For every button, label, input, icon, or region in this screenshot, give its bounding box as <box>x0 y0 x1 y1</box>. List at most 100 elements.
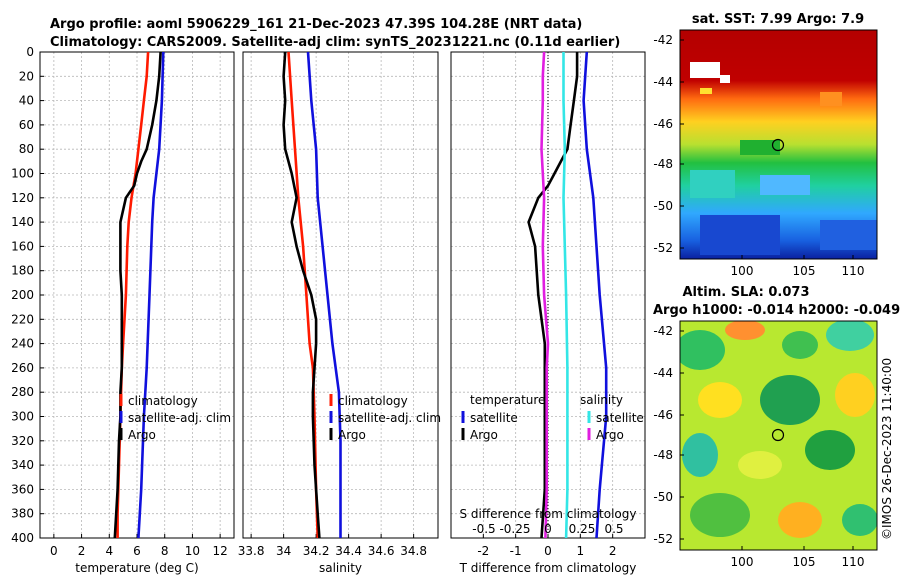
x-tick-label: 34 <box>276 544 291 558</box>
series-line-argo <box>282 51 321 539</box>
x-tick-label: -2 <box>477 544 489 558</box>
x-tick-label: 33.8 <box>238 544 265 558</box>
x-tick-label: 0 <box>544 544 552 558</box>
map-y-tick-label: -42 <box>653 324 673 338</box>
map-y-tick-label: -44 <box>653 75 673 89</box>
series-line-climatology <box>287 51 319 539</box>
x-tick-label: 8 <box>161 544 169 558</box>
y-tick-label: 120 <box>11 191 34 205</box>
series-line-t-argo <box>527 52 579 539</box>
sla-map-title-line1: Altim. SLA: 0.073 <box>683 285 810 300</box>
series-line-t-satellite <box>582 51 608 539</box>
y-tick-label: 240 <box>11 337 34 351</box>
x-tick-label: 34.2 <box>303 544 330 558</box>
map-y-tick-label: -44 <box>653 366 673 380</box>
x-axis-label: T difference from climatology <box>459 561 637 575</box>
legend-temperature-title: temperature <box>470 393 545 407</box>
map-x-tick-label: 105 <box>793 555 816 569</box>
x-tick-label: 2 <box>609 544 617 558</box>
map-y-tick-label: -50 <box>653 490 673 504</box>
map-x-tick-label: 110 <box>842 264 865 278</box>
y-tick-label: 160 <box>11 239 34 253</box>
sla-argo-marker <box>771 428 785 442</box>
map-y-tick-label: -48 <box>653 157 673 171</box>
series-line-argo <box>113 51 162 539</box>
x-tick-label: 0 <box>50 544 58 558</box>
map-x-tick-label: 105 <box>793 264 816 278</box>
sla-map-frame <box>679 320 878 551</box>
sla-map-panel: Altim. SLA: 0.073 Argo h1000: -0.014 h20… <box>653 285 900 569</box>
map-x-tick-label: 110 <box>842 555 865 569</box>
sst-map-panel: sat. SST: 7.99 Argo: 7.9 -42 -44 -46 -48 -50… <box>653 12 878 278</box>
difference-panel: -2 -1 0 1 2 T difference from climatology temp… <box>450 51 646 575</box>
x-tick-label: 34.6 <box>368 544 395 558</box>
s-tick-label: -0.5 <box>472 522 495 536</box>
map-y-tick-label: -46 <box>653 117 673 131</box>
y-tick-label: 380 <box>11 507 34 521</box>
y-tick-label: 40 <box>19 94 34 108</box>
x-tick-label: 34.4 <box>335 544 362 558</box>
series-line-s-argo <box>540 51 550 539</box>
legend-label: Argo <box>338 428 366 442</box>
y-tick-label: 200 <box>11 288 34 302</box>
y-tick-label: 220 <box>11 312 34 326</box>
x-tick-label: 1 <box>577 544 585 558</box>
legend-label: Argo <box>470 428 498 442</box>
y-tick-label: 100 <box>11 167 34 181</box>
legend-label: climatology <box>128 394 198 408</box>
x-axis-label: salinity <box>319 561 362 575</box>
s-tick-label: 0 <box>544 522 552 536</box>
y-tick-label: 260 <box>11 361 34 375</box>
y-tick-label: 20 <box>19 69 34 83</box>
sla-map-axes: -42 -44 -46 -48 -50 -52 100 105 110 <box>653 324 864 569</box>
figure-title-line2: Climatology: CARS2009. Satellite-adj cli… <box>50 35 620 50</box>
map-y-tick-label: -42 <box>653 33 673 47</box>
sst-argo-marker <box>771 138 785 152</box>
y-tick-label: 360 <box>11 482 34 496</box>
y-tick-label: 60 <box>19 118 34 132</box>
legend-label: satellite <box>596 411 644 425</box>
imos-watermark: ©IMOS 26-Dec-2023 11:40:00 <box>880 358 894 540</box>
y-tick-label: 80 <box>19 142 34 156</box>
y-tick-label: 0 <box>26 45 34 59</box>
map-y-tick-label: -52 <box>653 532 673 546</box>
series-line-satellite-adj-clim <box>137 51 165 539</box>
sst-map-axes: -42 -44 -46 -48 -50 -52 100 105 110 <box>653 33 864 278</box>
legend-label: Argo <box>596 428 624 442</box>
x-tick-label: 2 <box>78 544 86 558</box>
s-axis-label: S difference from climatology <box>460 507 637 521</box>
s-tick-label: -0.25 <box>499 522 530 536</box>
legend-label: satellite-adj. clim <box>338 411 441 425</box>
legend-label: satellite-adj. clim <box>128 411 231 425</box>
sst-texture <box>690 62 877 255</box>
series-line-s-satellite <box>562 52 569 539</box>
legend-salinity-title: salinity <box>580 393 623 407</box>
sla-texture <box>680 321 877 538</box>
map-y-tick-label: -50 <box>653 199 673 213</box>
x-tick-label: 34.8 <box>400 544 427 558</box>
temperature-panel: 0 2 4 6 8 10 12 temperature (deg C) 0 20 40 60 80 100… <box>11 45 235 575</box>
salinity-panel: 33.8 34 34.2 34.4 34.6 34.8 salinity climatolog… <box>238 51 441 575</box>
s-tick-label: 0.5 <box>604 522 623 536</box>
map-x-tick-label: 100 <box>731 555 754 569</box>
x-axis-label: temperature (deg C) <box>75 561 198 575</box>
x-tick-label: -1 <box>510 544 522 558</box>
x-tick-label: 12 <box>213 544 228 558</box>
y-tick-label: 280 <box>11 385 34 399</box>
figure-title-line1: Argo profile: aoml 5906229_161 21-Dec-20… <box>50 17 582 32</box>
y-tick-label: 180 <box>11 264 34 278</box>
y-tick-label: 400 <box>11 531 34 545</box>
map-x-tick-label: 100 <box>731 264 754 278</box>
x-tick-label: 10 <box>185 544 200 558</box>
x-tick-label: 4 <box>105 544 113 558</box>
sst-map-frame <box>679 29 878 260</box>
series-line-satellite-adj-clim <box>306 51 342 538</box>
y-tick-label: 300 <box>11 410 34 424</box>
y-tick-label: 320 <box>11 434 34 448</box>
sla-map-title-line2: Argo h1000: -0.014 h2000: -0.049 <box>653 303 900 318</box>
map-y-tick-label: -46 <box>653 408 673 422</box>
map-y-tick-label: -48 <box>653 448 673 462</box>
legend-label: satellite <box>470 411 518 425</box>
y-tick-label: 140 <box>11 215 34 229</box>
